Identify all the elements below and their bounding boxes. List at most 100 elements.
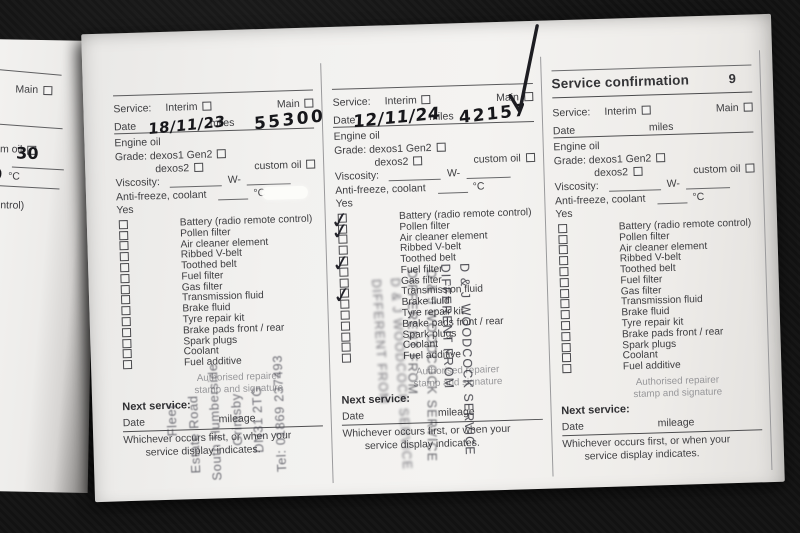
checkbox — [558, 267, 569, 277]
checkbox — [120, 273, 130, 284]
handwritten-tick: ✓ — [329, 217, 352, 246]
checkbox — [560, 331, 571, 342]
service-type-row: Service: Interim Main — [332, 24, 539, 114]
checkbox — [340, 310, 351, 320]
w-prefix-label: W- — [666, 177, 681, 191]
service-record-column-2: Service: Interim Main Date miles 12/11/2… — [320, 24, 553, 484]
dexos1-checkbox — [217, 149, 227, 159]
blank-line — [608, 180, 661, 192]
blank-line — [657, 193, 688, 205]
prev-control-fragment: control) — [0, 199, 25, 212]
checkbox — [119, 230, 129, 240]
handwritten-tick: ✓ — [331, 282, 354, 311]
handwritten-tick: ✓ — [330, 250, 353, 279]
custom-oil-label: custom oil — [254, 158, 302, 172]
service-record-column-3: Service confirmation 9 Service: Interim … — [539, 50, 773, 477]
handwritten-miles: 55300 — [253, 105, 326, 135]
service-booklet-page: Service: Interim Main Date miles 18/11/2… — [81, 13, 785, 503]
divider — [0, 68, 62, 76]
divider — [0, 123, 63, 130]
custom-oil-label: custom oil — [693, 162, 741, 176]
date-label: Date — [113, 120, 137, 134]
footer-note: Whichever occurs first, or when your ser… — [562, 434, 731, 463]
footer-note: Whichever occurs first, or when your ser… — [342, 423, 511, 452]
dexos2-checkbox — [193, 162, 204, 173]
checkbox — [118, 219, 129, 230]
date-label: Date — [552, 124, 576, 138]
checkbox — [558, 256, 568, 266]
checkbox — [121, 327, 132, 338]
page-header: Service confirmation 9 — [551, 64, 753, 99]
degrees-label: °C — [8, 170, 21, 183]
interim-label: Interim — [384, 93, 417, 107]
date-label: Date — [561, 420, 585, 434]
blank-line — [169, 176, 222, 188]
footer-note: Whichever occurs first, or when your ser… — [123, 430, 292, 459]
main-label: Main — [15, 83, 39, 96]
main-checkbox — [43, 85, 53, 95]
dexos2-label: dexos2 — [155, 161, 190, 175]
checkbox — [119, 252, 129, 262]
interim-label: Interim — [604, 104, 637, 118]
checkbox — [559, 288, 569, 298]
mileage-label: mileage — [437, 405, 475, 420]
page-number: 9 — [728, 70, 737, 87]
date-label: Date — [122, 416, 146, 430]
degrees-label: °C — [692, 190, 705, 204]
handwritten-temperature: 0 — [0, 165, 3, 184]
custom-oil-checkbox — [525, 152, 535, 163]
main-label: Main — [276, 97, 300, 111]
service-label: Service: — [332, 95, 371, 109]
blank-line — [218, 189, 249, 201]
interim-checkbox — [202, 101, 212, 111]
service-label: Service: — [113, 101, 152, 115]
degrees-label: °C — [472, 180, 485, 193]
interim-label: Interim — [165, 100, 198, 114]
main-label: Main — [715, 101, 739, 115]
blank-line — [437, 182, 468, 194]
dexos2-label: dexos2 — [594, 165, 629, 179]
service-checklist: Battery (radio remote control) Pollen fil… — [117, 213, 322, 370]
checkbox — [120, 284, 130, 294]
handwritten-viscosity: 30 — [15, 143, 39, 163]
prev-temp-row: 0 °C — [0, 165, 21, 184]
checkbox — [559, 299, 570, 309]
previous-page-edge: Main om oil 30 0 °C control) — [0, 39, 97, 493]
checkbox — [122, 338, 132, 348]
viscosity-label: Viscosity: — [554, 180, 599, 194]
checklist-label: Fuel additive — [403, 349, 462, 363]
service-checklist: Battery (radio remote control) Pollen fil… — [329, 207, 541, 364]
custom-oil-checkbox — [745, 163, 755, 173]
checkbox — [341, 342, 352, 353]
checkbox — [341, 321, 351, 331]
authorised-repairer-note: Authorised repairer stamp and signature — [413, 364, 503, 390]
main-checkbox — [743, 102, 753, 112]
checkbox — [560, 321, 570, 331]
checklist-label: Fuel additive — [622, 359, 681, 373]
divider — [0, 185, 60, 190]
custom-oil-checkbox — [306, 159, 316, 169]
miles-label: miles — [648, 120, 674, 134]
dexos2-label: dexos2 — [374, 155, 409, 169]
mileage-label: mileage — [657, 416, 695, 430]
service-checklist: Battery (radio remote control) Pollen fil… — [556, 217, 761, 374]
page-title: Service confirmation — [551, 72, 690, 92]
blank-line — [466, 167, 511, 179]
checkbox — [119, 241, 129, 251]
checkbox — [561, 342, 571, 352]
checkbox — [122, 360, 133, 370]
custom-oil-label: custom oil — [473, 151, 521, 166]
viscosity-label: Viscosity: — [334, 169, 380, 183]
authorised-repairer-note: Authorised repairer stamp and signature — [194, 370, 284, 396]
blank-line — [388, 169, 442, 182]
correction-fluid-mark — [261, 185, 309, 201]
checkbox — [122, 349, 132, 359]
checklist-label: Fuel additive — [183, 355, 242, 369]
checkbox — [121, 306, 131, 316]
checkbox — [557, 223, 567, 234]
dexos1-checkbox — [436, 142, 446, 152]
checkbox — [560, 310, 570, 320]
checkbox — [558, 245, 568, 255]
handwritten-main-tick — [508, 24, 539, 114]
mileage-label: mileage — [218, 412, 256, 426]
